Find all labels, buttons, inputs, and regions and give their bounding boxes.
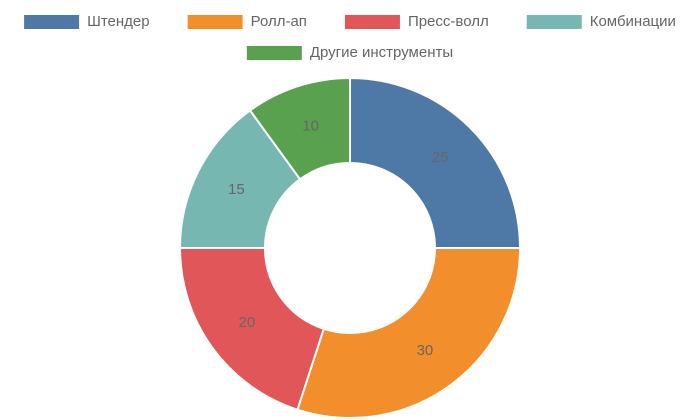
slice [296,247,522,419]
legend-item: Другие инструменты [246,44,453,61]
legend-label: Другие инструменты [310,44,453,61]
legend-item: Пресс-волл [344,13,489,30]
legend-swatch [187,15,243,29]
legend-item: Штендер [24,13,150,30]
legend-label: Ролл-ап [251,13,307,30]
legend-label: Комбинации [590,13,676,30]
data-label: 15 [228,181,245,198]
legend-label: Пресс-волл [408,13,489,30]
slice [349,76,522,249]
legend-item: Ролл-ап [187,13,307,30]
legend-item: Комбинации [526,13,676,30]
data-label: 10 [302,118,319,135]
legend-label: Штендер [87,13,150,30]
slice [178,247,325,411]
slice [248,76,351,181]
data-label: 30 [417,342,434,359]
data-label: 25 [432,149,449,166]
legend-swatch [344,15,400,29]
data-label: 20 [239,314,256,331]
legend-swatch [24,15,80,29]
legend-swatch [246,46,302,60]
legend-swatch [526,15,582,29]
